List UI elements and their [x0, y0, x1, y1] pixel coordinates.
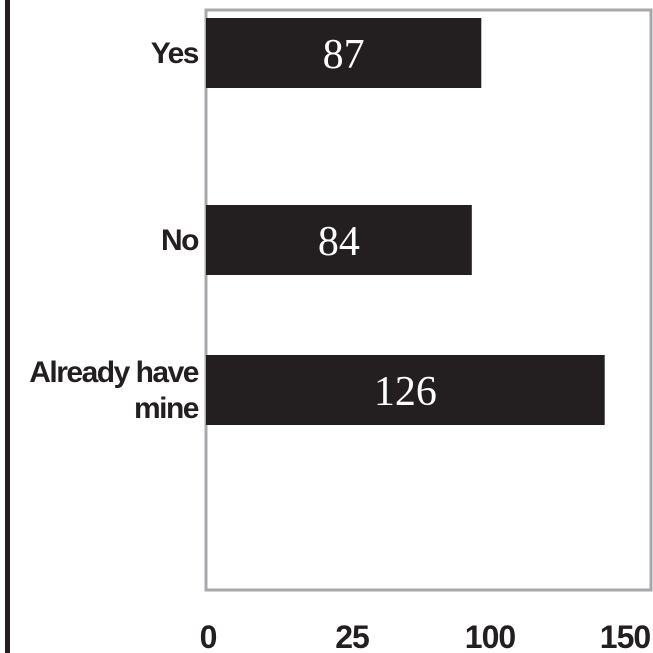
category-label-line: No: [161, 224, 199, 257]
bar: [206, 205, 472, 275]
bar: [206, 355, 605, 425]
bar-value-label: 84: [318, 219, 360, 265]
plot-border: [204, 8, 653, 592]
category-label: No: [161, 224, 199, 257]
category-label-line: Yes: [151, 37, 199, 70]
x-tick-labels-group: 0 25 100 150: [200, 619, 652, 653]
category-label-line: mine: [134, 392, 199, 425]
category-label-line: Already have: [29, 356, 199, 389]
bar-value-label: 126: [374, 369, 437, 415]
x-tick-label: 150: [600, 619, 651, 653]
bars-group: [206, 18, 605, 425]
bar-value-label: 87: [323, 32, 365, 78]
value-labels-group: 87 84 126: [318, 32, 437, 415]
x-tick-label: 100: [465, 619, 516, 653]
x-tick-label: 0: [200, 619, 217, 653]
bar: [206, 18, 482, 88]
chart-rules: [5, 0, 653, 653]
category-labels-group: Yes No Already have mine: [29, 37, 200, 425]
left-rule: [5, 0, 10, 653]
category-label: Yes: [151, 37, 199, 70]
category-label: Already have mine: [29, 356, 199, 425]
x-tick-label: 25: [335, 619, 369, 653]
